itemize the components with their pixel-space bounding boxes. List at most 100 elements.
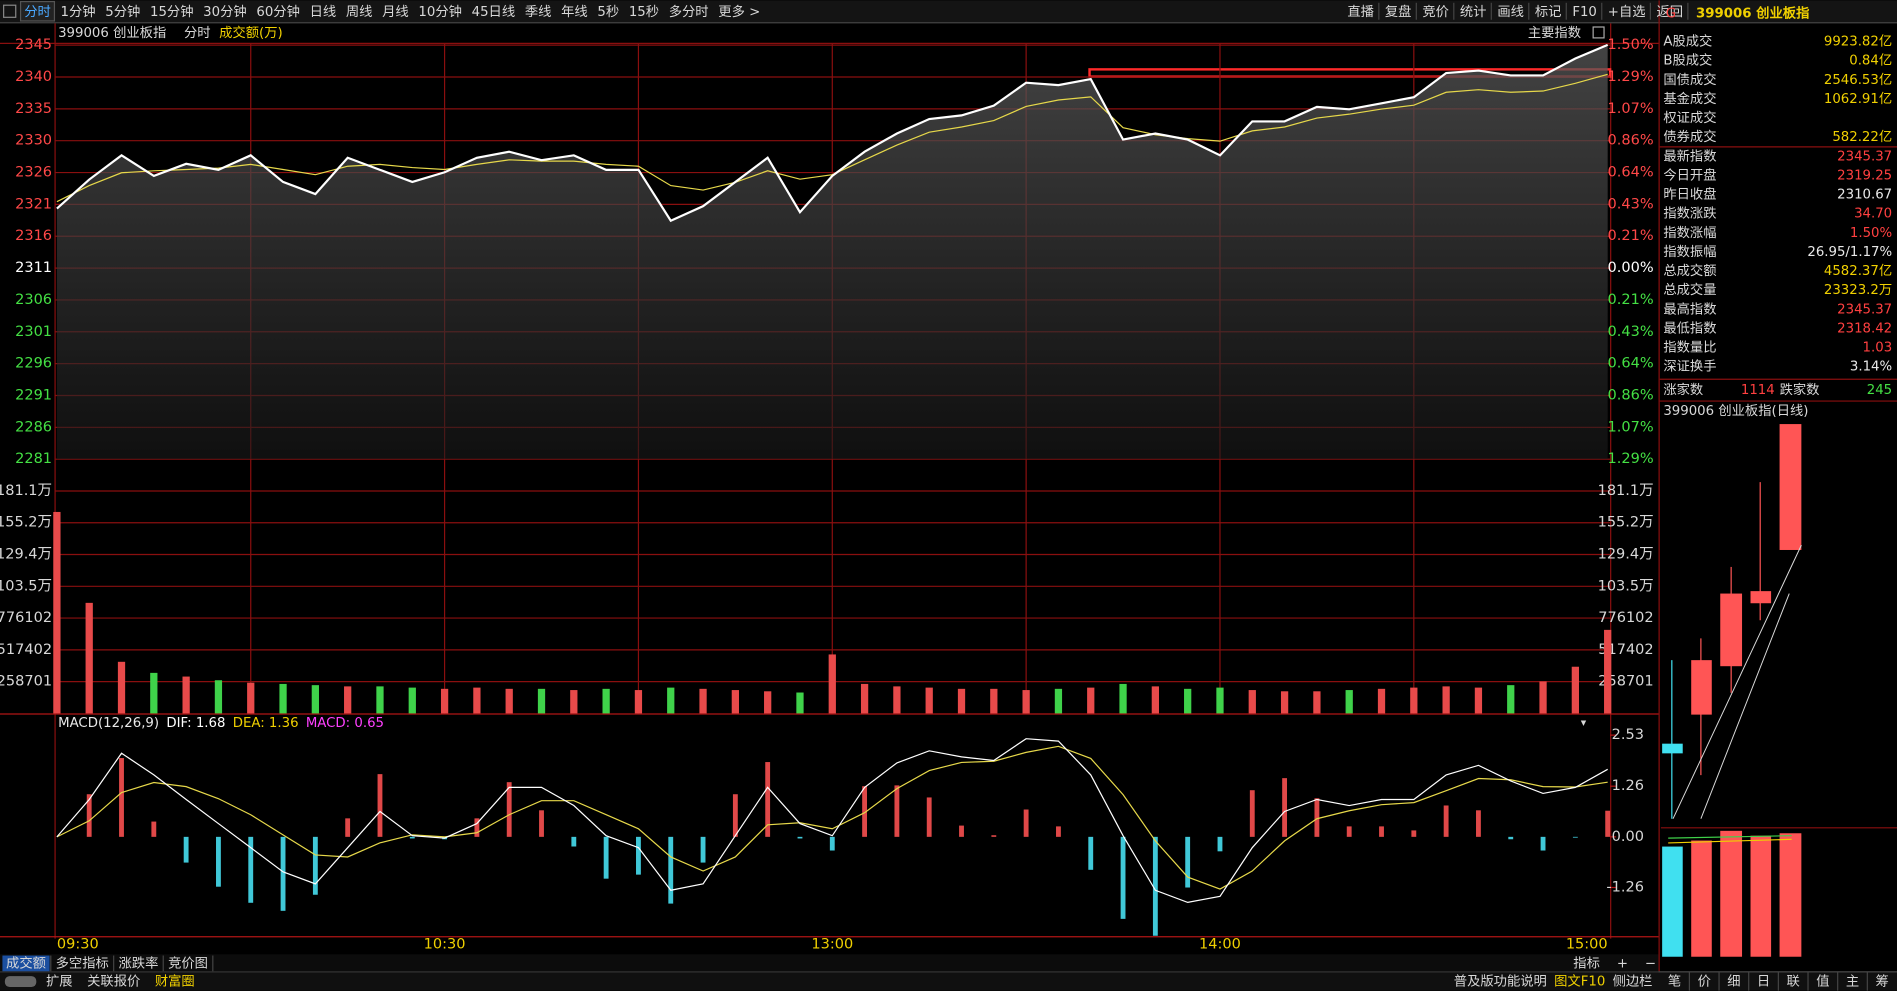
- volume-bar: [667, 687, 675, 714]
- menu-icon[interactable]: [3, 4, 17, 18]
- status-item[interactable]: 扩展: [46, 974, 73, 990]
- macd-bar: [926, 797, 932, 837]
- toolbar-button[interactable]: 直播: [1347, 4, 1374, 20]
- bottom-tab[interactable]: −: [1645, 956, 1656, 971]
- pct-tick-label: 0.21%: [1608, 228, 1654, 244]
- price-tick-label: 2281: [15, 451, 52, 467]
- period-tab[interactable]: 45日线: [472, 4, 516, 20]
- period-tab[interactable]: 多分时: [669, 3, 709, 20]
- bottom-tab[interactable]: 涨跌率: [119, 954, 159, 971]
- bottom-tab[interactable]: 指标: [1573, 955, 1600, 971]
- macd-bar: [1346, 826, 1352, 837]
- toolbar-button[interactable]: 复盘: [1385, 3, 1412, 20]
- status-item[interactable]: 图文F10: [1554, 974, 1605, 990]
- stat-value: 3.14%: [1850, 360, 1892, 375]
- toolbar-button[interactable]: 返回: [1656, 4, 1683, 20]
- macd-bar: [409, 836, 415, 839]
- period-tab[interactable]: 15秒: [629, 4, 659, 20]
- volume-bar: [1507, 685, 1515, 714]
- time-tick-label: 09:30: [57, 937, 99, 953]
- stat-value: 34.70: [1854, 207, 1892, 222]
- toggle-icon[interactable]: [4, 976, 37, 988]
- side-tab[interactable]: 细: [1727, 974, 1740, 990]
- period-tab[interactable]: 30分钟: [203, 3, 247, 20]
- period-tab[interactable]: 5分钟: [105, 3, 140, 20]
- price-tick-label: 2311: [15, 260, 52, 276]
- toolbar-button[interactable]: 竞价: [1422, 3, 1449, 20]
- period-tab[interactable]: 10分钟: [418, 3, 462, 20]
- period-tab[interactable]: 周线: [346, 4, 373, 20]
- volume-bar: [731, 690, 739, 714]
- volume-bar: [634, 690, 643, 714]
- side-tab[interactable]: 价: [1698, 975, 1711, 990]
- toolbar-button[interactable]: F10: [1572, 5, 1597, 20]
- status-item[interactable]: 关联报价: [87, 974, 140, 990]
- price-tick-label: 2326: [15, 165, 52, 181]
- period-tab[interactable]: 更多 >: [718, 3, 760, 20]
- period-tab[interactable]: 5秒: [597, 4, 619, 20]
- price-line: [56, 43, 1609, 223]
- period-tab[interactable]: 15分钟: [150, 3, 194, 20]
- toolbar-button[interactable]: 统计: [1460, 4, 1487, 20]
- toolbar-button[interactable]: +自选: [1608, 4, 1646, 20]
- volume-bar: [1313, 691, 1321, 714]
- side-tab[interactable]: 联: [1787, 974, 1800, 990]
- side-tab[interactable]: 主: [1846, 974, 1859, 990]
- candle: [1720, 593, 1743, 667]
- period-tab[interactable]: 年线: [561, 4, 588, 20]
- status-item[interactable]: 普及版功能说明: [1454, 974, 1547, 990]
- toolbar-button[interactable]: 画线: [1497, 4, 1524, 20]
- chart-indicator[interactable]: 成交额(万): [219, 24, 283, 41]
- status-item[interactable]: 财富圈: [155, 973, 195, 990]
- macd-bar: [862, 786, 868, 837]
- macd-bar: [1056, 826, 1061, 837]
- side-tab[interactable]: 日: [1757, 975, 1770, 990]
- macd-menu-arrow[interactable]: ▾: [1581, 716, 1587, 729]
- macd-bar: [829, 836, 835, 851]
- side-tab[interactable]: 值: [1816, 974, 1829, 990]
- index-menu[interactable]: 主要指数: [1528, 25, 1581, 41]
- daily-candles: [1660, 424, 1897, 957]
- macd-bar: [1314, 798, 1320, 837]
- period-tab[interactable]: 季线: [525, 4, 552, 20]
- volume-bar: [1280, 691, 1289, 714]
- period-tab[interactable]: 60分钟: [256, 3, 300, 20]
- stat-label: 国债成交: [1663, 71, 1716, 88]
- stat-label: 指数涨跌: [1663, 206, 1716, 222]
- macd-bar: [991, 835, 997, 837]
- volume-tick-label: 155.2万: [0, 515, 52, 531]
- stat-label: 基金成交: [1663, 90, 1716, 107]
- period-tab[interactable]: 日线: [310, 4, 337, 20]
- price-tick-label: 2306: [15, 292, 52, 308]
- bottom-tab[interactable]: 成交额: [6, 954, 46, 971]
- volume-bar: [1248, 690, 1256, 714]
- bottom-tab[interactable]: +: [1617, 956, 1628, 971]
- volume-tick-label: 103.5万: [0, 578, 52, 594]
- bottom-tab[interactable]: 多空指标: [56, 954, 109, 971]
- index-menu-icon[interactable]: [1592, 26, 1605, 39]
- toolbar-button[interactable]: 标记: [1535, 4, 1562, 20]
- macd-bar: [1379, 826, 1384, 837]
- price-tick-label: 2316: [15, 228, 52, 244]
- macd-tick-label: -1.26: [1606, 880, 1644, 896]
- side-tab[interactable]: 笔: [1668, 974, 1681, 990]
- period-tab[interactable]: 月线: [382, 4, 409, 20]
- time-tick-label: 10:30: [424, 937, 466, 953]
- volume-bar: [1377, 688, 1386, 714]
- ma-line: [1668, 835, 1792, 839]
- stat-label: 今日开盘: [1663, 166, 1716, 183]
- pct-tick-label: 0.00%: [1608, 260, 1654, 276]
- side-tab[interactable]: 筹: [1876, 973, 1889, 990]
- period-tab[interactable]: 1分钟: [60, 3, 95, 20]
- macd-bar: [1023, 809, 1029, 837]
- macd-bar: [280, 836, 286, 911]
- macd-bar: [183, 836, 189, 863]
- pct-tick-label: 1.07%: [1608, 419, 1654, 435]
- period-tab-active: [19, 0, 56, 22]
- period-tab[interactable]: 分时: [24, 4, 51, 20]
- bottom-tab-active: [2, 955, 50, 972]
- volume-tick-label: 258701: [1598, 674, 1653, 690]
- bottom-tab[interactable]: 竞价图: [168, 954, 208, 971]
- candle: [1750, 591, 1772, 604]
- status-item[interactable]: 侧边栏: [1613, 974, 1653, 990]
